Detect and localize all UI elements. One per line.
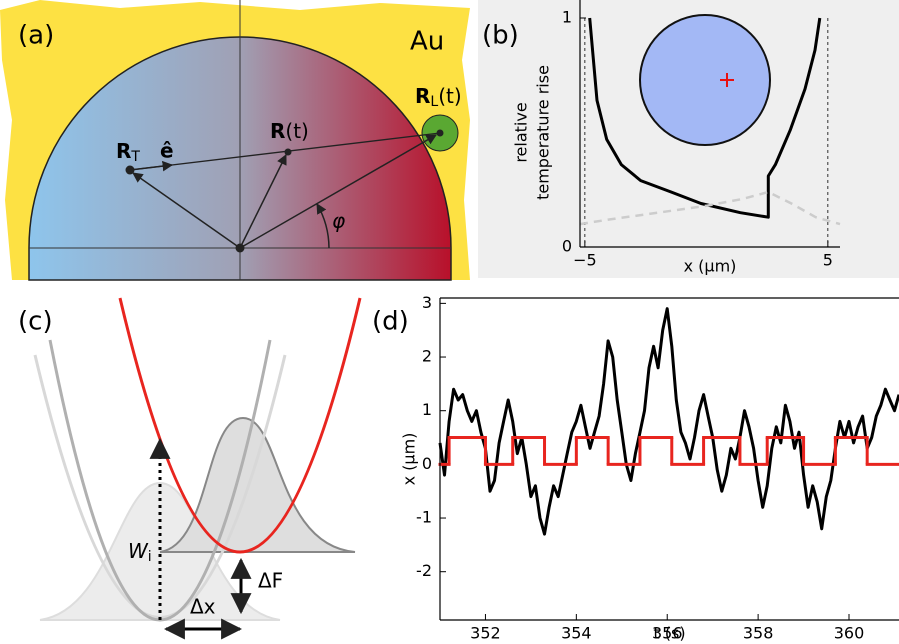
gauss-dark	[159, 416, 356, 553]
series-line	[438, 307, 899, 536]
y-axis-label: temperature rise	[534, 65, 553, 200]
label: RT	[116, 139, 140, 166]
x-tick-label: 356	[652, 624, 683, 643]
y-tick-label: 2	[422, 347, 432, 366]
t: L	[430, 94, 438, 110]
y-axis-label: relative	[512, 102, 531, 162]
panel-label: (b)	[482, 21, 519, 51]
y-axis-label: x (μm)	[400, 433, 419, 486]
x-axis-label: t (s)	[653, 624, 685, 643]
y-tick-label: -2	[416, 561, 432, 580]
y-tick-label: -1	[416, 508, 432, 527]
chart-0: 0 1 −5 5 x (μm) relative temperature rise (b)	[482, 0, 841, 276]
t: (t)	[285, 119, 308, 143]
x-tick-label: −5	[573, 251, 597, 270]
dot	[125, 165, 135, 175]
x-tick-label: 360	[834, 624, 865, 643]
label: RL(t)	[415, 84, 462, 111]
x-tick-label: 352	[470, 624, 501, 643]
panel-a: (a) Au RT ê R(t) RL(t) φ	[0, 0, 470, 281]
dot	[436, 129, 444, 137]
metal-label: Au	[410, 27, 444, 57]
t: R	[270, 119, 285, 143]
label: φ	[332, 209, 345, 233]
particle	[639, 14, 771, 146]
x-tick-label: 358	[743, 624, 774, 643]
label: R(t)	[270, 119, 309, 143]
t: (t)	[438, 84, 461, 108]
parabola-red	[118, 297, 362, 554]
y-tick-label: 0	[562, 237, 572, 256]
panel-label: (a)	[18, 21, 54, 51]
laser-mark	[720, 73, 734, 87]
series-line	[579, 190, 841, 226]
chart-1: -2 -1 0 1 2 3 352 354 356 358 360 t (s) x (μm) (d)	[372, 293, 899, 643]
panel-label: (c)	[18, 307, 53, 337]
arrow	[132, 172, 241, 249]
t: i	[148, 549, 152, 565]
dot	[284, 148, 292, 156]
x-axis-label: x (μm)	[684, 257, 737, 276]
angle-arc	[316, 203, 330, 249]
label: ê	[160, 139, 174, 163]
arrow	[239, 134, 437, 249]
t: T	[130, 149, 140, 165]
label: ΔF	[258, 569, 283, 593]
t: R	[116, 139, 131, 163]
t: R	[415, 84, 430, 108]
y-tick-label: 3	[422, 293, 432, 312]
t: W	[128, 539, 149, 563]
y-tick-label: 1	[422, 400, 432, 419]
panel-b-deco	[639, 14, 771, 146]
panel-label: (d)	[372, 307, 409, 337]
arrow	[239, 154, 287, 249]
label: Δx	[190, 595, 216, 619]
y-tick-label: 0	[422, 454, 432, 473]
x-tick-label: 5	[823, 251, 833, 270]
x-tick-label: 354	[561, 624, 592, 643]
panel-c: (c) Wi ΔF Δx	[18, 297, 362, 640]
y-tick-label: 1	[562, 8, 572, 27]
dot	[235, 243, 245, 253]
unit-arrow	[129, 160, 174, 172]
series-line	[588, 17, 822, 219]
label: Wi	[128, 539, 152, 566]
